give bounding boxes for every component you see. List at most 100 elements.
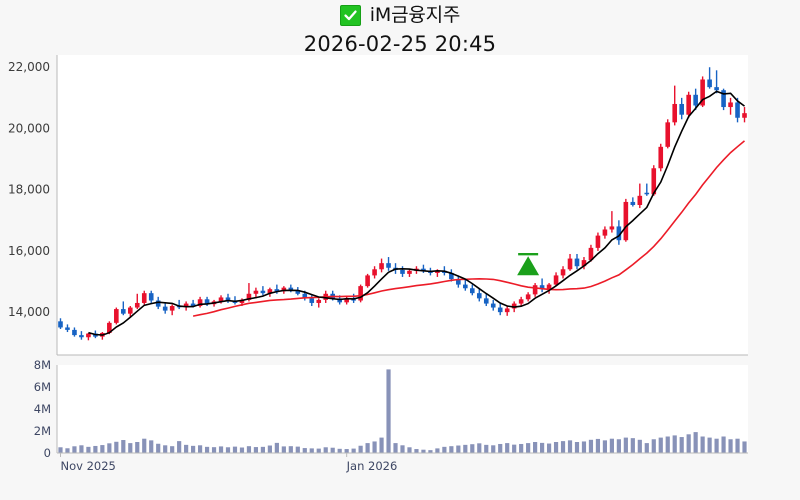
price-plot-background [57,55,748,355]
volume-bar [267,445,272,453]
volume-bar [58,447,63,453]
x-tick-label: Nov 2025 [60,459,115,473]
candle-body [588,247,594,261]
candle-body [609,226,615,230]
volume-bar [128,443,133,453]
candle-body [721,90,726,108]
candle-body [295,290,301,294]
candle-body [504,308,510,313]
candle-body [518,299,524,304]
candle-body [302,293,308,299]
volume-bar [581,441,587,453]
candle-body [407,270,412,274]
volume-bar [672,435,677,453]
candle-body [190,303,196,307]
candle-body [316,299,322,303]
volume-bar [211,447,217,453]
volume-bar [149,440,154,453]
volume-bar [651,439,656,453]
candle-body [344,299,349,303]
volume-bar [184,444,189,453]
candle-body [79,335,84,338]
price-panel: 14,000 16,000 18,000 20,000 22,000 [8,55,748,356]
volume-bar [225,447,231,453]
volume-panel: 0 2M 4M 6M 8M Nov 2025 Jan 2026 [34,358,748,473]
volume-bar [100,445,105,453]
volume-bar [546,443,552,453]
candle-body [435,270,440,273]
candle-body [497,307,503,313]
candle-body [700,79,705,106]
candle-body [707,79,712,88]
volume-bar [700,436,705,453]
candle-body [553,275,559,285]
price-tick-label: 16,000 [8,244,50,258]
volume-axis-ticks: 0 2M 4M 6M 8M [34,358,51,460]
volume-bar [742,441,747,453]
volume-tick-label: 2M [34,424,51,438]
candle-body [218,297,224,302]
candle-body [602,229,608,236]
candle-body [400,269,405,274]
candle-body [672,103,678,123]
candle-body [365,275,370,287]
green-check-icon [339,4,361,26]
candle-body [476,293,482,299]
volume-bar [393,443,398,453]
volume-bar [735,438,740,453]
candle-body [246,293,252,300]
volume-bar [407,447,412,453]
candle-body [309,298,315,303]
volume-bar [658,437,663,453]
volume-bar [602,440,608,453]
candle-body [351,299,356,301]
volume-bar [253,447,259,453]
candle-body [511,303,517,309]
candle-body [463,284,468,289]
volume-bar [197,445,203,453]
price-tick-label: 22,000 [8,60,50,74]
candle-body [449,272,454,280]
volume-tick-label: 0 [44,446,51,460]
volume-bar [79,445,84,453]
candle-body [204,299,210,305]
candle-body [560,269,566,276]
volume-bar [386,369,391,453]
candle-body [372,269,377,276]
candle-body [260,290,266,294]
volume-bar [595,438,601,453]
x-tick-label: Jan 2026 [346,459,398,473]
candle-body [162,306,168,311]
candle-body [658,146,664,169]
candle-body [65,327,70,330]
candle-body [456,279,461,285]
volume-bar [177,441,182,453]
volume-bar [693,432,698,453]
volume-bar [526,443,531,453]
volume-bar [449,446,454,453]
volume-bar [358,445,363,453]
candle-body [665,122,671,147]
candle-body [483,298,489,304]
volume-bar [630,438,635,453]
volume-bar [316,448,321,453]
candle-body [651,168,657,195]
volume-bar [533,442,538,453]
volume-bar [218,446,224,453]
volume-bar [400,445,405,453]
candle-body [630,201,636,205]
volume-bar [637,439,642,453]
volume-plot-background [57,365,748,453]
volume-tick-label: 8M [34,358,51,372]
volume-bar [623,437,628,453]
candle-body [714,87,719,91]
volume-bar [644,443,649,453]
candle-body [358,286,363,301]
volume-bar [107,443,112,453]
volume-bar [477,443,482,453]
candle-body [581,260,587,267]
volume-bar [421,449,426,453]
candle-body [239,299,245,303]
volume-bar [428,450,433,453]
volume-bar [295,446,300,453]
